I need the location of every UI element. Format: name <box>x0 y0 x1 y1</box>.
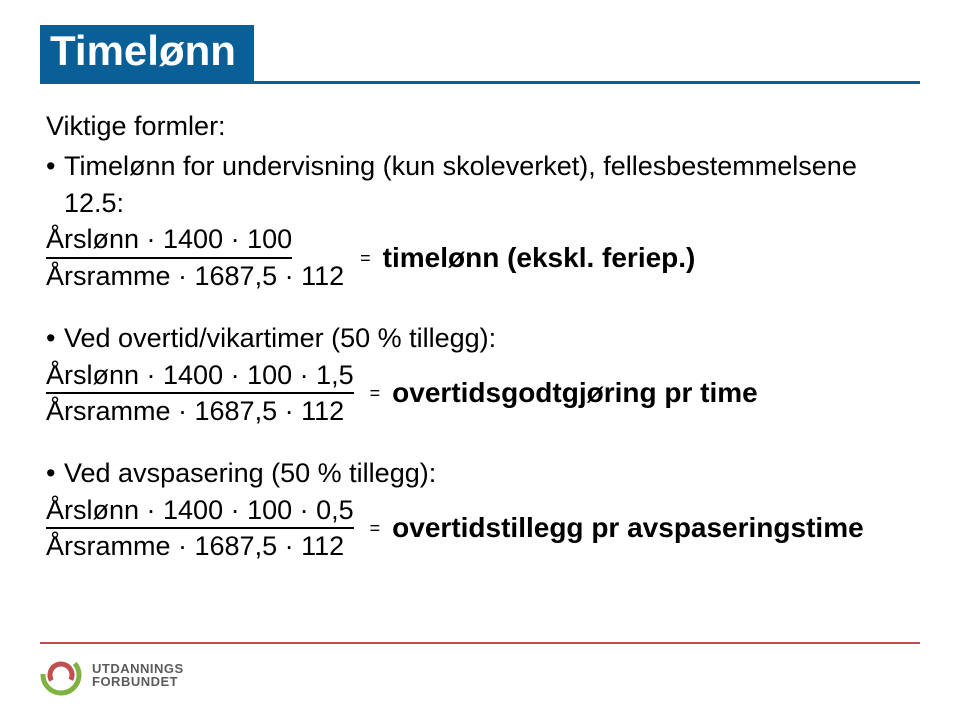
bullet-label: Timelønn for undervisning (kun skoleverk… <box>64 148 920 221</box>
fraction: Årslønn · 1400 · 100 · 0,5 Årsramme · 16… <box>46 494 354 563</box>
footer: UTDANNINGS FORBUNDET <box>0 642 960 716</box>
bullet-icon: • <box>46 320 64 356</box>
footer-divider <box>40 642 920 644</box>
bullet-icon: • <box>46 455 64 491</box>
page-title: Timelønn <box>40 25 254 81</box>
fraction: Årslønn · 1400 · 100 · 1,5 Årsramme · 16… <box>46 359 354 428</box>
bullet-item: • Ved overtid/vikartimer (50 % tillegg): <box>46 320 920 356</box>
formula: Årslønn · 1400 · 100 · 0,5 Årsramme · 16… <box>46 494 920 563</box>
formula-result: timelønn (ekskl. feriep.) <box>383 239 696 277</box>
formula-result: overtidsgodtgjøring pr time <box>392 374 758 412</box>
title-underline <box>40 81 920 84</box>
intro-text: Viktige formler: <box>46 108 920 144</box>
equals-sign: = <box>370 381 381 405</box>
formula-result: overtidstillegg pr avspaseringstime <box>392 509 864 547</box>
equals-sign: = <box>370 516 381 540</box>
fraction-numerator: Årslønn · 1400 · 100 <box>46 223 292 258</box>
fraction-denominator: Årsramme · 1687,5 · 112 <box>46 259 344 292</box>
bullet-label: Ved overtid/vikartimer (50 % tillegg): <box>64 320 496 356</box>
title-block: Timelønn <box>40 25 920 84</box>
logo-text: UTDANNINGS FORBUNDET <box>92 662 184 688</box>
formula: Årslønn · 1400 · 100 · 1,5 Årsramme · 16… <box>46 359 920 428</box>
fraction-denominator: Årsramme · 1687,5 · 112 <box>46 529 344 562</box>
fraction: Årslønn · 1400 · 100 Årsramme · 1687,5 ·… <box>46 223 344 292</box>
fraction-numerator: Årslønn · 1400 · 100 · 0,5 <box>46 494 354 529</box>
slide: Timelønn Viktige formler: • Timelønn for… <box>0 0 960 716</box>
equals-sign: = <box>360 246 371 270</box>
fraction-denominator: Årsramme · 1687,5 · 112 <box>46 394 344 427</box>
bullet-icon: • <box>46 148 64 184</box>
logo-line2: FORBUNDET <box>92 675 184 688</box>
logo-icon <box>40 654 82 696</box>
bullet-item: • Ved avspasering (50 % tillegg): <box>46 455 920 491</box>
bullet-label: Ved avspasering (50 % tillegg): <box>64 455 436 491</box>
fraction-numerator: Årslønn · 1400 · 100 · 1,5 <box>46 359 354 394</box>
bullet-item: • Timelønn for undervisning (kun skoleve… <box>46 148 920 221</box>
logo: UTDANNINGS FORBUNDET <box>40 654 184 696</box>
content: Viktige formler: • Timelønn for undervis… <box>40 90 920 563</box>
formula: Årslønn · 1400 · 100 Årsramme · 1687,5 ·… <box>46 223 920 292</box>
